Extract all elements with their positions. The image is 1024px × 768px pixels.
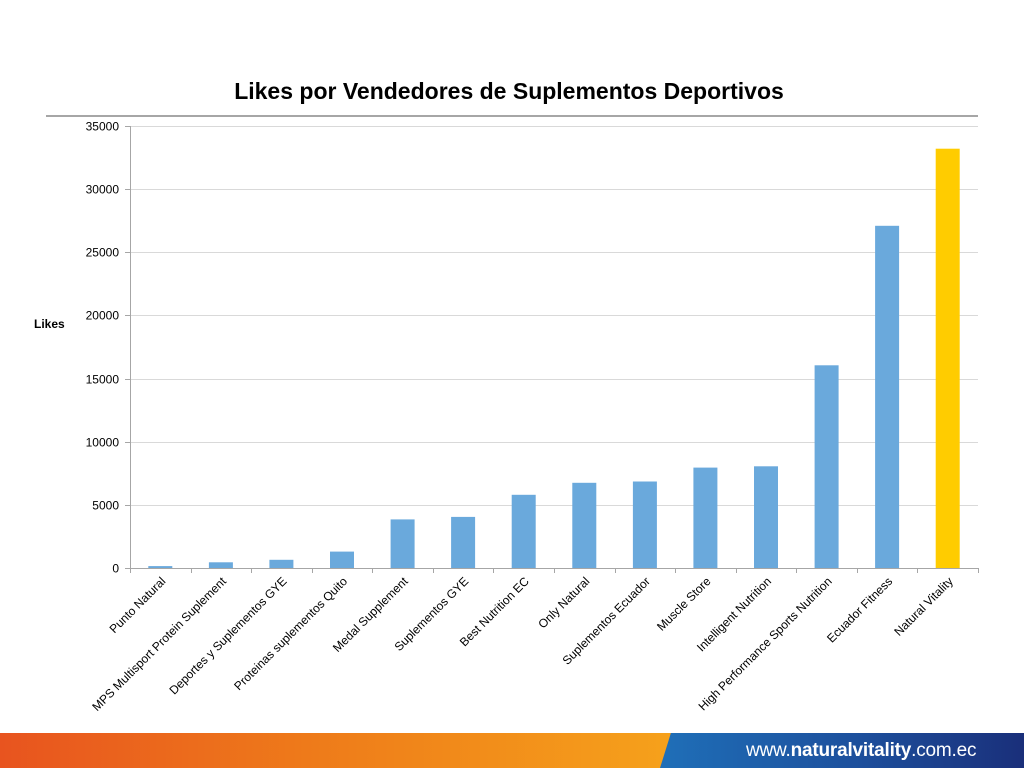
- y-axis-label: Likes: [34, 317, 65, 331]
- footer-website-link[interactable]: www.naturalvitality.com.ec: [746, 740, 976, 762]
- footer-orange-band: [0, 733, 680, 768]
- x-tick-label: Muscle Store: [654, 574, 714, 634]
- bar: [814, 365, 839, 568]
- x-tick-label: Deportes y Suplementos GYE: [166, 574, 289, 697]
- bar: [754, 466, 778, 568]
- x-tick-label: Punto Natural: [107, 574, 169, 636]
- bar: [390, 519, 415, 568]
- footer-banner: www.naturalvitality.com.ec: [0, 733, 1024, 768]
- bar: [511, 494, 536, 568]
- bars: [148, 148, 960, 569]
- bar: [330, 551, 354, 568]
- x-tick-label: MPS Multisport Protein Suplement: [89, 574, 229, 714]
- footer-url-brand: naturalvitality: [790, 740, 912, 761]
- y-tick-label: 0: [112, 562, 119, 576]
- x-tick-label: Only Natural: [535, 574, 592, 631]
- y-tick-label: 30000: [86, 183, 120, 197]
- bar: [572, 482, 597, 568]
- x-tick-label: High Performance Sports Nutrition: [696, 574, 835, 713]
- bar: [208, 562, 233, 568]
- x-tick-label: Proteinas suplementos Quito: [231, 574, 350, 693]
- bar: [693, 467, 718, 568]
- y-tick-label: 20000: [86, 309, 120, 323]
- y-tick-labels: 0 5000 10000 15000 20000 25000 30000 35000: [86, 120, 120, 576]
- y-tick-label: 35000: [86, 120, 120, 134]
- footer-blue-band: [660, 733, 1024, 768]
- chart-title: Likes por Vendedores de Suplementos Depo…: [234, 78, 784, 104]
- gridlines: [130, 126, 978, 506]
- bar-chart: 0 5000 10000 15000 20000 25000 30000 35000 Punt…: [86, 120, 979, 714]
- bar: [269, 559, 294, 568]
- bar: [875, 225, 900, 569]
- bar: [148, 566, 173, 568]
- y-tick-label: 25000: [86, 246, 120, 260]
- bar: [935, 148, 960, 568]
- y-tick-label: 10000: [86, 436, 120, 450]
- axes: [125, 126, 979, 573]
- bar: [632, 481, 657, 568]
- y-tick-label: 15000: [86, 373, 120, 387]
- x-tick-label: Natural Vitality: [891, 574, 955, 638]
- x-tick-label: Ecuador Fitness: [824, 574, 895, 645]
- footer-url-suffix: .com.ec: [911, 740, 977, 761]
- bar: [451, 516, 476, 568]
- title-divider: [46, 115, 978, 117]
- y-tick-label: 5000: [92, 499, 119, 513]
- footer-url-prefix: www.: [746, 740, 791, 761]
